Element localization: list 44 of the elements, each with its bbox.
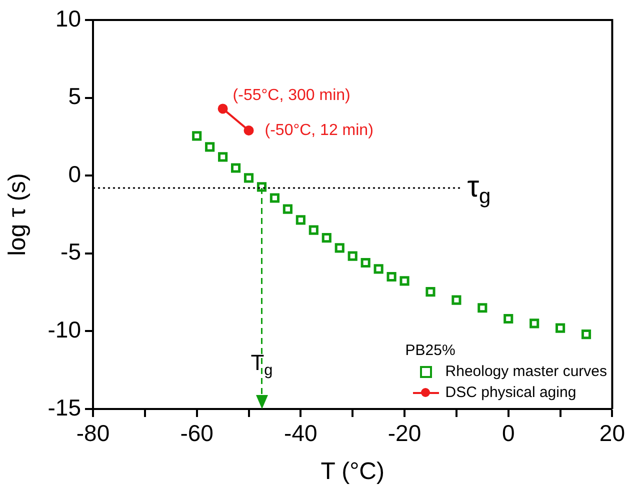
x-tick-label: -40 bbox=[284, 420, 318, 446]
y-tick-label: -5 bbox=[60, 238, 81, 265]
point bbox=[530, 318, 540, 328]
y-tick-label: 10 bbox=[55, 5, 81, 32]
point bbox=[348, 251, 358, 261]
point bbox=[426, 287, 436, 297]
point bbox=[334, 243, 344, 253]
point bbox=[478, 303, 488, 313]
y-axis-title: log τ (s) bbox=[4, 173, 32, 256]
point bbox=[192, 131, 202, 141]
point bbox=[230, 163, 241, 173]
point bbox=[218, 152, 228, 162]
point bbox=[504, 314, 514, 324]
point bbox=[244, 125, 254, 136]
annotation: (-55°C, 300 min) bbox=[232, 87, 350, 104]
x-axis-title: T (°C) bbox=[320, 458, 385, 486]
y-tick-label: 0 bbox=[68, 160, 81, 187]
legend-title: PB25% bbox=[405, 341, 456, 361]
point bbox=[360, 258, 370, 268]
point bbox=[270, 193, 280, 203]
point bbox=[374, 264, 384, 274]
point bbox=[308, 225, 318, 235]
y-tick-label: -15 bbox=[48, 394, 81, 420]
point bbox=[244, 173, 254, 183]
point bbox=[282, 204, 292, 214]
annotation: (-50°C, 12 min) bbox=[264, 122, 374, 139]
point bbox=[581, 330, 592, 340]
legend-label: DSC physical aging bbox=[445, 384, 576, 401]
point bbox=[386, 272, 396, 282]
point bbox=[556, 323, 566, 333]
point bbox=[296, 215, 306, 225]
legend-label: Rheology master curves bbox=[445, 363, 607, 380]
x-tick-label: 20 bbox=[599, 420, 626, 446]
point bbox=[452, 295, 462, 305]
x-tick-label: 0 bbox=[502, 420, 515, 446]
point bbox=[218, 104, 228, 114]
y-tick-label: 5 bbox=[68, 83, 81, 110]
point bbox=[205, 142, 215, 152]
x-tick-label: -20 bbox=[388, 420, 422, 446]
point bbox=[400, 276, 410, 286]
point bbox=[322, 233, 332, 243]
y-tick-label: -10 bbox=[48, 316, 81, 343]
x-tick-label: -80 bbox=[76, 420, 110, 446]
x-tick-label: -60 bbox=[180, 420, 214, 446]
